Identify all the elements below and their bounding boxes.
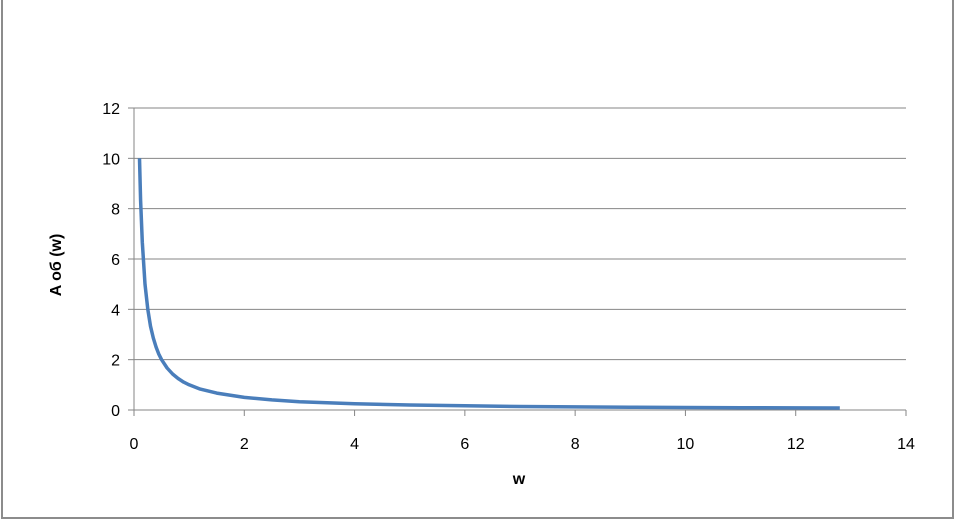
y-tick-label: 10 (102, 151, 120, 168)
x-tick-label: 14 (897, 436, 915, 453)
x-tick-label: 6 (460, 436, 469, 453)
y-tick-label: 12 (102, 101, 120, 118)
x-tick-label: 12 (787, 436, 805, 453)
y-tick-label: 4 (111, 302, 120, 319)
y-axis-title: A об (w) (48, 234, 65, 297)
y-tick-label: 6 (111, 252, 120, 269)
y-tick-label: 8 (111, 202, 120, 219)
x-axis-title: w (512, 471, 526, 488)
series-line (137, 158, 840, 410)
x-tick-label: 4 (350, 436, 359, 453)
x-tick-label: 10 (677, 436, 695, 453)
y-tick-label: 2 (111, 353, 120, 370)
x-tick-label: 2 (240, 436, 249, 453)
x-tick-label: 8 (571, 436, 580, 453)
y-tick-label: 0 (111, 403, 120, 420)
x-tick-label: 0 (130, 436, 139, 453)
